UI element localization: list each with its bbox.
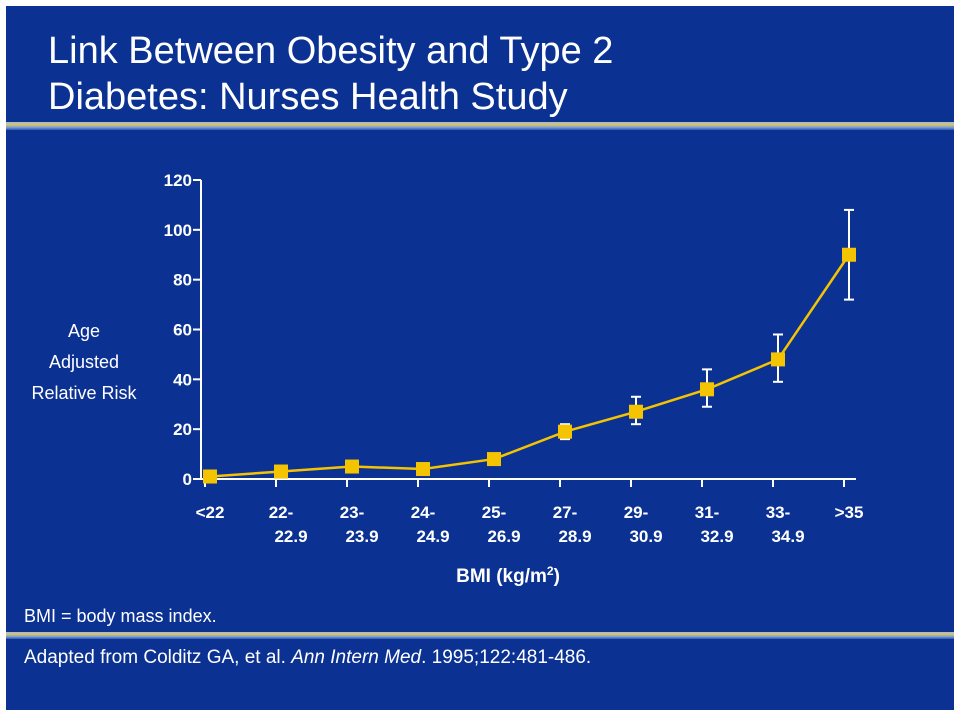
citation-prefix: Adapted from Colditz GA, et al. xyxy=(24,647,292,668)
y-axis-label-line: Adjusted xyxy=(49,352,119,372)
footnote: BMI = body mass index. xyxy=(24,606,217,626)
citation: Adapted from Colditz GA, et al. Ann Inte… xyxy=(24,647,591,669)
x-tick-label: 23-23.9 xyxy=(340,503,379,546)
x-tick-label: 31-32.9 xyxy=(695,503,734,546)
y-tick-label: 60 xyxy=(173,321,192,340)
citation-journal: Ann Intern Med xyxy=(291,647,422,668)
y-tick-label: 80 xyxy=(173,271,192,290)
slide-title: Link Between Obesity and Type 2 Diabetes… xyxy=(48,30,614,118)
slide: Link Between Obesity and Type 2 Diabetes… xyxy=(6,6,954,710)
data-point xyxy=(487,452,501,467)
chart: Age Adjusted Relative Risk 0 20 40 60 80 100 120… xyxy=(31,171,864,587)
y-tick-label: 100 xyxy=(164,221,192,240)
data-point xyxy=(842,247,856,262)
data-point xyxy=(274,464,288,479)
y-tick-label: 120 xyxy=(164,171,192,190)
data-point xyxy=(629,404,643,419)
y-axis: 0 20 40 60 80 100 120 xyxy=(164,171,202,489)
x-tick-label: 24-24.9 xyxy=(411,503,450,546)
data-point xyxy=(203,469,217,484)
series-line xyxy=(209,254,851,478)
y-axis-label: Age Adjusted Relative Risk xyxy=(31,321,137,403)
citation-suffix: . 1995;122:481-486. xyxy=(421,647,592,668)
x-tick-label: 33-34.9 xyxy=(766,503,805,546)
data-point xyxy=(771,352,785,367)
x-axis: <22 22-22.9 23-23.9 24-24.9 25-26.9 27-28.9 29… xyxy=(196,478,864,546)
footer-divider xyxy=(6,632,954,639)
y-tick-label: 20 xyxy=(173,420,192,439)
data-point xyxy=(700,382,714,397)
x-tick-label: 25-26.9 xyxy=(482,503,521,546)
x-tick-label: 29-30.9 xyxy=(624,503,663,546)
x-tick-label: >35 xyxy=(835,503,864,522)
y-tick-label: 40 xyxy=(173,370,192,389)
data-point xyxy=(345,459,359,474)
x-tick-label: 22-22.9 xyxy=(269,503,308,546)
x-tick-label: 27-28.9 xyxy=(553,503,592,546)
data-point xyxy=(416,462,430,477)
y-tick-label: 0 xyxy=(183,470,192,489)
title-divider xyxy=(6,122,954,130)
x-axis-label: BMI (kg/m2) xyxy=(456,564,560,587)
x-tick-label: <22 xyxy=(196,503,225,522)
data-point xyxy=(558,424,572,439)
y-axis-label-line: Relative Risk xyxy=(31,383,137,403)
y-axis-label-line: Age xyxy=(68,321,100,341)
data-series xyxy=(203,208,856,484)
